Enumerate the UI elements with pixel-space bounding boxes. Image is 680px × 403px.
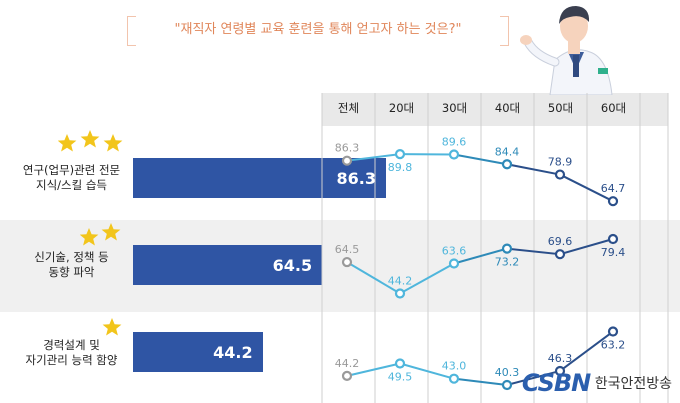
series-1-segment bbox=[506, 163, 561, 176]
series-1-point bbox=[394, 149, 406, 160]
column-header-30s: 30대 bbox=[441, 101, 468, 115]
series-2-segment bbox=[506, 247, 561, 256]
doctor-illustration bbox=[520, 6, 613, 95]
star-icon bbox=[101, 223, 121, 241]
series-3-segment bbox=[399, 362, 455, 380]
bar-3 bbox=[133, 332, 263, 372]
series-1-point bbox=[607, 196, 619, 207]
series-3-point bbox=[501, 379, 513, 391]
series-3-point bbox=[607, 326, 619, 337]
series-2-label: 73.2 bbox=[495, 256, 520, 269]
series-3-label: 49.5 bbox=[388, 371, 413, 384]
star-icon bbox=[102, 318, 122, 336]
column-header-40s: 40대 bbox=[494, 101, 521, 115]
watermark: CSBN 한국안전방송 bbox=[522, 369, 672, 397]
series-1-label: 86.3 bbox=[335, 142, 360, 155]
series-1-segment bbox=[559, 173, 614, 203]
stars-row-3 bbox=[102, 318, 122, 336]
star-icon bbox=[58, 134, 77, 152]
series-2-segment bbox=[346, 261, 401, 295]
series-2-label: 63.6 bbox=[442, 244, 467, 257]
series-2-point bbox=[394, 288, 406, 299]
series-2-point bbox=[554, 249, 566, 260]
series-1-segment bbox=[346, 153, 401, 162]
series-3-label: 63.2 bbox=[601, 339, 626, 352]
series-3-label: 46.3 bbox=[548, 352, 573, 365]
stars-row-1 bbox=[58, 130, 123, 152]
column-header-band bbox=[322, 93, 668, 126]
series-2-label: 69.6 bbox=[548, 235, 573, 248]
series-2-label: 64.5 bbox=[335, 243, 360, 256]
series-1-point bbox=[501, 159, 513, 170]
series-2-point bbox=[448, 258, 460, 269]
series-1-label: 89.6 bbox=[442, 136, 467, 149]
column-header-50s: 50대 bbox=[547, 101, 574, 115]
series-1-point bbox=[341, 155, 353, 166]
series-1-label: 84.4 bbox=[495, 145, 520, 158]
column-header-20s: 20대 bbox=[388, 101, 415, 115]
watermark-text: 한국안전방송 bbox=[594, 376, 672, 392]
bar-value-2: 64.5 bbox=[272, 256, 313, 275]
series-3-segment bbox=[346, 362, 401, 377]
series-1-label: 89.8 bbox=[388, 161, 413, 174]
series-1-segment bbox=[453, 153, 508, 166]
series-2-segment bbox=[453, 247, 508, 265]
series-3-point bbox=[394, 358, 406, 369]
star-icon bbox=[103, 134, 123, 152]
series-3-segment bbox=[453, 377, 508, 386]
series-2-segment bbox=[559, 238, 614, 256]
question-title: "재직자 연령별 교육 훈련을 통해 얻고자 하는 것은?" bbox=[127, 16, 509, 46]
column-header-overall: 전체 bbox=[337, 101, 360, 115]
series-3-point bbox=[554, 365, 566, 377]
series-2-point bbox=[501, 243, 513, 254]
series-2-label: 44.2 bbox=[388, 275, 413, 288]
series-3-label: 43.0 bbox=[442, 360, 467, 373]
bar-value-3: 44.2 bbox=[213, 343, 253, 362]
category-label-3: 경력설계 및 자기관리 능력 함양 bbox=[25, 338, 118, 367]
series-2-segment bbox=[399, 262, 455, 295]
series-1-point bbox=[448, 149, 460, 160]
series-1-label: 78.9 bbox=[548, 156, 573, 169]
stars-row-2 bbox=[80, 223, 121, 246]
series-3-point bbox=[341, 370, 353, 381]
star-icon bbox=[80, 228, 99, 246]
category-label-2: 신기술, 정책 등 동향 파악 bbox=[34, 250, 109, 279]
series-2-point bbox=[607, 233, 619, 245]
series-1-point bbox=[554, 169, 566, 180]
series-3-label: 44.2 bbox=[335, 357, 360, 370]
series-1-label: 64.7 bbox=[601, 182, 626, 195]
column-header-60s: 60대 bbox=[600, 101, 627, 115]
series-2-point bbox=[341, 256, 353, 268]
watermark-logo: CSBN bbox=[521, 369, 591, 397]
bar-2 bbox=[133, 245, 323, 285]
series-3-point bbox=[448, 373, 460, 384]
question-text: "재직자 연령별 교육 훈련을 통해 얻고자 하는 것은?" bbox=[174, 22, 462, 37]
category-label-1: 연구(업무)관련 전문 지식/스킬 습득 bbox=[22, 163, 121, 192]
series-2-label: 79.4 bbox=[601, 246, 626, 259]
series-3-segment bbox=[506, 369, 561, 386]
series-3-label: 40.3 bbox=[495, 366, 520, 379]
series-3-segment bbox=[559, 330, 614, 372]
star-icon bbox=[80, 130, 100, 148]
bar-value-1: 86.3 bbox=[336, 169, 376, 188]
